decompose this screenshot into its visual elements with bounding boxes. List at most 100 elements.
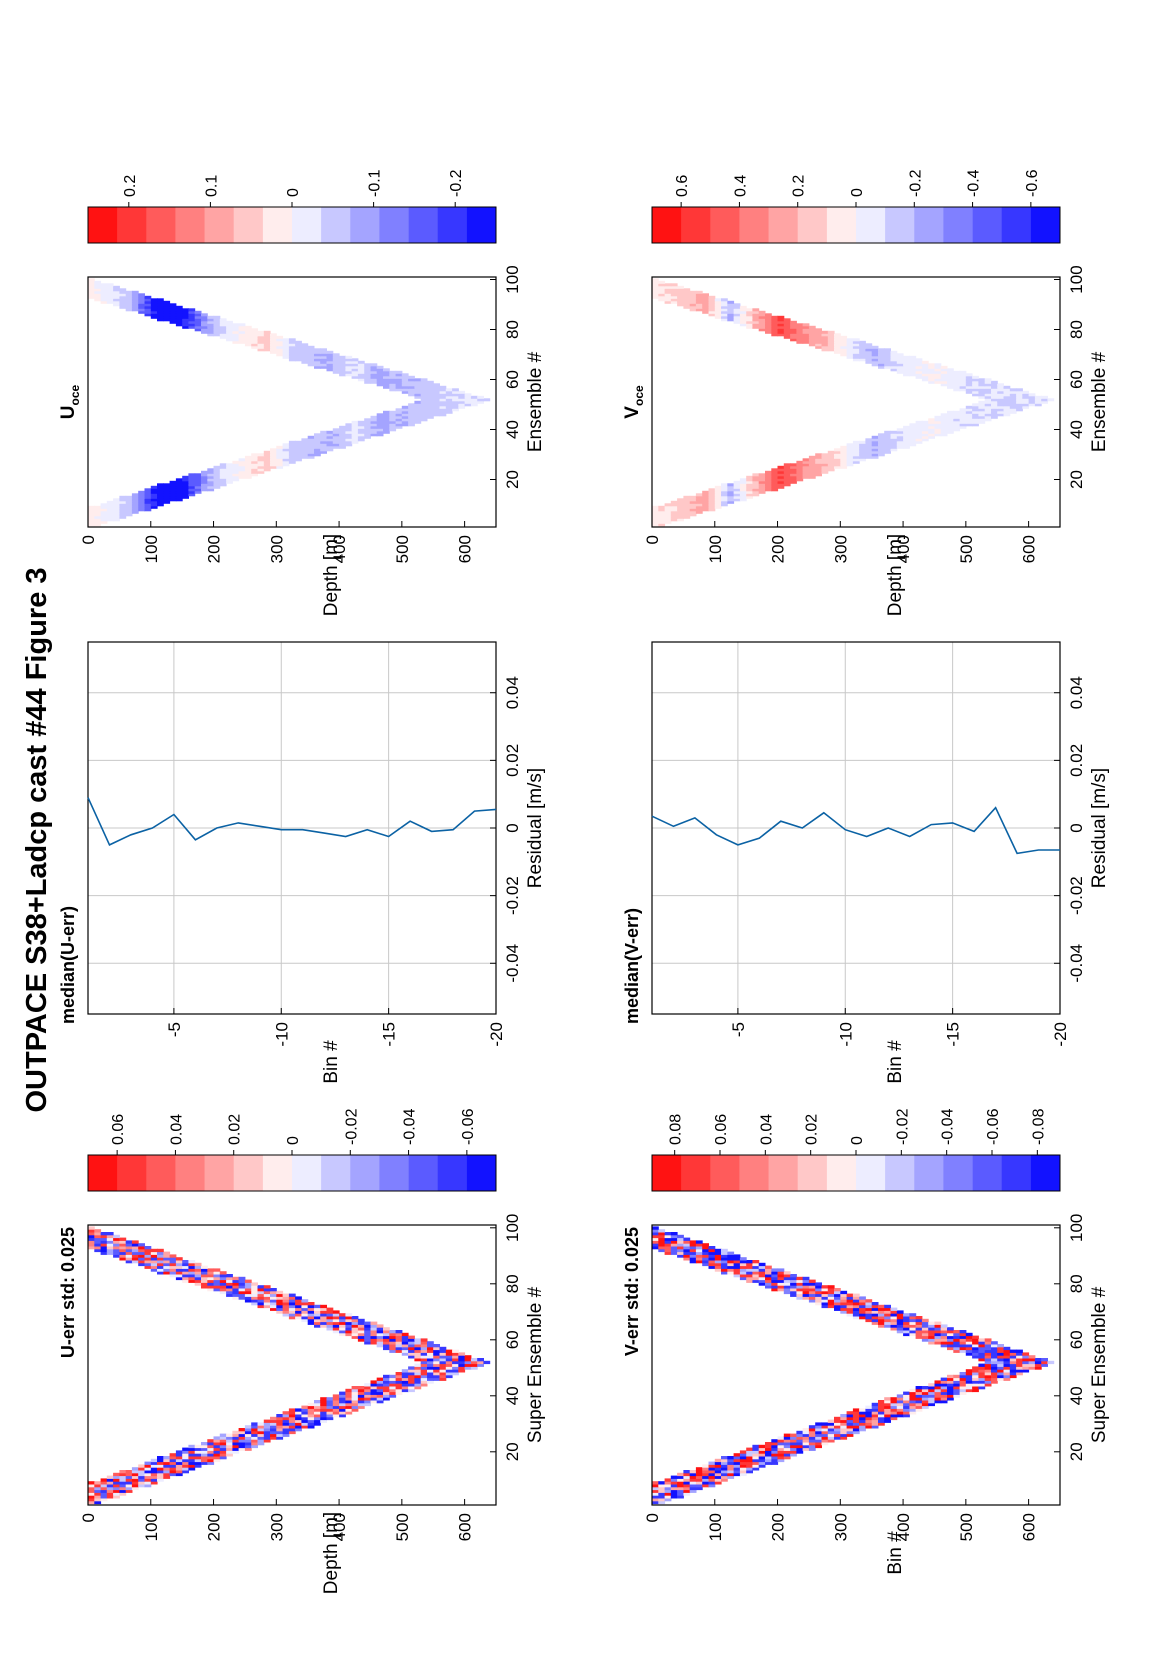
heatmap-cell xyxy=(244,475,252,479)
heatmap-cell xyxy=(802,325,810,329)
heatmap-cell xyxy=(232,330,240,334)
heatmap-cell xyxy=(207,1453,215,1457)
heatmap-cell xyxy=(670,283,678,287)
heatmap-cell xyxy=(376,1383,384,1387)
heatmap-cell xyxy=(808,335,816,339)
heatmap-cell xyxy=(345,1408,353,1412)
heatmap-cell xyxy=(947,1388,954,1393)
heatmap-cell xyxy=(1003,1377,1011,1381)
heatmap-cell xyxy=(815,335,822,339)
heatmap-cell xyxy=(865,1405,873,1409)
heatmap-cell xyxy=(113,1489,120,1493)
heatmap-cell xyxy=(890,1324,898,1328)
heatmap-cell xyxy=(714,503,722,507)
heatmap-cell xyxy=(890,1402,898,1407)
heatmap-cell xyxy=(307,348,315,352)
heatmap-cell xyxy=(871,1419,879,1423)
heatmap-cell xyxy=(207,1268,215,1272)
heatmap-cell xyxy=(257,1425,265,1429)
heatmap-cell xyxy=(765,330,772,334)
heatmap-cell xyxy=(376,1394,384,1398)
heatmap-cell xyxy=(821,1439,829,1443)
heatmap-cell xyxy=(194,315,202,319)
heatmap-cell xyxy=(295,1408,302,1412)
heatmap-cell xyxy=(978,408,986,412)
heatmap-cell xyxy=(201,1444,208,1449)
heatmap-cell xyxy=(175,1470,183,1474)
heatmap-cell xyxy=(827,333,835,337)
heatmap-cell xyxy=(232,470,240,474)
heatmap-cell xyxy=(790,1433,797,1437)
heatmap-cell xyxy=(144,508,152,512)
heatmap-cell xyxy=(972,1383,979,1387)
heatmap-cell xyxy=(677,1248,684,1253)
heatmap-cell xyxy=(890,1405,898,1409)
heatmap-cell xyxy=(802,1428,810,1432)
heatmap-cell xyxy=(695,510,703,514)
heatmap-cell xyxy=(288,350,296,354)
heatmap-cell xyxy=(188,1260,196,1264)
heatmap-cell xyxy=(984,410,992,414)
heatmap-cell xyxy=(840,465,848,469)
heatmap-cell xyxy=(978,1386,986,1390)
heatmap-cell xyxy=(138,303,145,307)
heatmap-cell xyxy=(175,498,183,502)
heatmap-cell xyxy=(965,1335,973,1339)
heatmap-cell xyxy=(395,1383,403,1387)
heatmap-cell xyxy=(721,305,728,309)
heatmap-cell xyxy=(188,1467,196,1471)
colorbar-tick-label: -0.02 xyxy=(894,1108,911,1145)
heatmap-cell xyxy=(351,1318,359,1323)
heatmap-cell xyxy=(439,1355,447,1359)
heatmap-cell xyxy=(859,450,866,454)
heatmap-cell xyxy=(708,1481,716,1485)
heatmap-cell xyxy=(307,1405,315,1409)
heatmap-cell xyxy=(94,1500,102,1505)
heatmap-cell xyxy=(213,1447,221,1451)
heatmap-cell xyxy=(695,1254,703,1258)
heatmap-cell xyxy=(790,468,797,472)
heatmap-cell xyxy=(978,420,986,424)
heatmap-cell xyxy=(777,1439,785,1443)
heatmap-cell xyxy=(194,313,202,317)
heatmap-cell xyxy=(320,363,327,367)
heatmap-cell xyxy=(827,1296,835,1300)
heatmap-cell xyxy=(100,288,108,292)
heatmap-cell xyxy=(928,1386,935,1390)
heatmap-cell xyxy=(150,1470,158,1474)
heatmap-cell xyxy=(213,480,221,484)
heatmap-cell xyxy=(125,508,133,512)
heatmap-cell xyxy=(257,1442,265,1446)
heatmap-cell xyxy=(169,1271,177,1275)
heatmap-cell xyxy=(251,468,258,472)
heatmap-cell xyxy=(163,1475,171,1479)
heatmap-cell xyxy=(219,1285,227,1289)
heatmap-cell xyxy=(332,1316,340,1320)
heatmap-cell xyxy=(714,1461,722,1465)
heatmap-cell xyxy=(295,1310,302,1314)
u_err-title: U-err std: 0.025 xyxy=(58,1227,78,1358)
heatmap-cell xyxy=(163,305,171,309)
heatmap-cell xyxy=(401,418,409,422)
heatmap-cell xyxy=(928,1341,935,1345)
heatmap-cell xyxy=(1034,398,1042,402)
heatmap-cell xyxy=(708,1478,716,1482)
heatmap-cell xyxy=(765,1453,772,1457)
heatmap-cell xyxy=(1022,398,1030,402)
heatmap-cell xyxy=(339,1324,346,1328)
heatmap-cell xyxy=(232,478,240,482)
heatmap-cell xyxy=(175,1464,183,1468)
heatmap-cell xyxy=(959,415,967,419)
heatmap-cell xyxy=(364,1324,371,1328)
heatmap-cell xyxy=(106,293,114,297)
heatmap-cell xyxy=(1003,1374,1011,1379)
heatmap-cell xyxy=(207,478,215,482)
heatmap-cell xyxy=(953,420,961,424)
heatmap-cell xyxy=(652,278,659,282)
heatmap-cell xyxy=(834,448,841,452)
heatmap-cell xyxy=(157,1456,164,1460)
heatmap-cell xyxy=(113,298,120,302)
heatmap-cell xyxy=(389,375,397,379)
heatmap-cell xyxy=(991,383,998,387)
